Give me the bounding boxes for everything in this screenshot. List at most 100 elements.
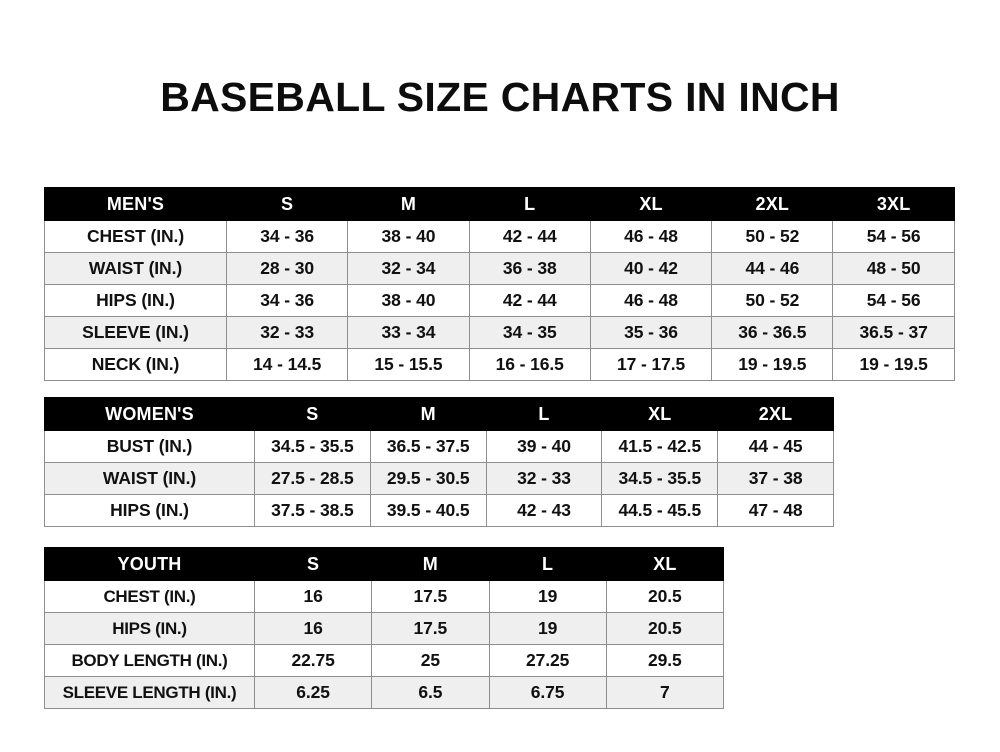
cell-value: 19 [488, 612, 607, 645]
row-label: WAIST (IN.) [44, 252, 227, 285]
table-row: BODY LENGTH (IN.) 22.75 25 27.25 29.5 [44, 644, 725, 677]
cell-value: 46 - 48 [589, 284, 713, 317]
row-label: CHEST (IN.) [44, 580, 255, 613]
cell-value: 16 [253, 580, 373, 613]
row-label: CHEST (IN.) [44, 220, 227, 253]
cell-value: 29.5 [605, 644, 725, 677]
cell-value: 40 - 42 [589, 252, 713, 285]
cell-value: 20.5 [605, 580, 725, 613]
table-row: HIPS (IN.) 34 - 36 38 - 40 42 - 44 46 - … [44, 284, 955, 317]
table-row: BUST (IN.) 34.5 - 35.5 36.5 - 37.5 39 - … [44, 430, 834, 463]
cell-value: 38 - 40 [347, 220, 470, 253]
cell-value: 14 - 14.5 [225, 348, 349, 381]
cell-value: 25 [371, 644, 490, 677]
cell-value: 17 - 17.5 [589, 348, 713, 381]
mens-header-m: M [347, 187, 470, 221]
cell-value: 50 - 52 [711, 220, 834, 253]
cell-value: 17.5 [371, 612, 490, 645]
cell-value: 37 - 38 [717, 462, 834, 495]
youth-header-s: S [253, 547, 373, 581]
cell-value: 17.5 [371, 580, 490, 613]
row-label: BUST (IN.) [44, 430, 255, 463]
mens-table-body: CHEST (IN.) 34 - 36 38 - 40 42 - 44 46 -… [44, 220, 955, 381]
mens-size-table: MEN'S S M L XL 2XL 3XL CHEST (IN.) 34 - … [44, 187, 955, 381]
table-row: SLEEVE (IN.) 32 - 33 33 - 34 34 - 35 35 … [44, 316, 955, 349]
row-label: BODY LENGTH (IN.) [44, 644, 255, 677]
youth-table-header: YOUTH S M L XL [44, 547, 725, 581]
cell-value: 47 - 48 [717, 494, 834, 527]
cell-value: 32 - 34 [347, 252, 470, 285]
cell-value: 44 - 46 [711, 252, 834, 285]
mens-header-xl: XL [589, 187, 713, 221]
cell-value: 34 - 36 [225, 284, 349, 317]
mens-table-header: MEN'S S M L XL 2XL 3XL [44, 187, 955, 221]
mens-header-category: MEN'S [44, 187, 227, 221]
cell-value: 36 - 36.5 [711, 316, 834, 349]
womens-header-m: M [369, 397, 487, 431]
cell-value: 34 - 35 [468, 316, 591, 349]
cell-value: 33 - 34 [347, 316, 470, 349]
row-label: WAIST (IN.) [44, 462, 255, 495]
row-label: SLEEVE (IN.) [44, 316, 227, 349]
cell-value: 42 - 44 [468, 220, 591, 253]
cell-value: 37.5 - 38.5 [254, 494, 371, 527]
table-header-row: YOUTH S M L XL [44, 547, 725, 581]
table-row: CHEST (IN.) 16 17.5 19 20.5 [44, 580, 725, 613]
mens-header-3xl: 3XL [832, 187, 955, 221]
cell-value: 39 - 40 [485, 430, 603, 463]
mens-header-2xl: 2XL [711, 187, 834, 221]
youth-header-xl: XL [605, 547, 725, 581]
cell-value: 7 [605, 676, 725, 709]
cell-value: 19 [488, 580, 607, 613]
cell-value: 35 - 36 [589, 316, 713, 349]
table-header-row: MEN'S S M L XL 2XL 3XL [44, 187, 955, 221]
table-row: WAIST (IN.) 28 - 30 32 - 34 36 - 38 40 -… [44, 252, 955, 285]
cell-value: 36.5 - 37.5 [369, 430, 487, 463]
table-row: SLEEVE LENGTH (IN.) 6.25 6.5 6.75 7 [44, 676, 725, 709]
cell-value: 44.5 - 45.5 [601, 494, 719, 527]
cell-value: 36.5 - 37 [832, 316, 955, 349]
row-label: HIPS (IN.) [44, 612, 255, 645]
cell-value: 20.5 [605, 612, 725, 645]
cell-value: 54 - 56 [832, 284, 955, 317]
cell-value: 36 - 38 [468, 252, 591, 285]
womens-header-2xl: 2XL [717, 397, 834, 431]
cell-value: 48 - 50 [832, 252, 955, 285]
womens-header-xl: XL [601, 397, 719, 431]
cell-value: 46 - 48 [589, 220, 713, 253]
cell-value: 27.25 [488, 644, 607, 677]
cell-value: 22.75 [253, 644, 373, 677]
cell-value: 34 - 36 [225, 220, 349, 253]
cell-value: 28 - 30 [225, 252, 349, 285]
table-header-row: WOMEN'S S M L XL 2XL [44, 397, 834, 431]
cell-value: 6.25 [253, 676, 373, 709]
youth-header-m: M [371, 547, 490, 581]
cell-value: 6.75 [488, 676, 607, 709]
cell-value: 16 - 16.5 [468, 348, 591, 381]
womens-table-header: WOMEN'S S M L XL 2XL [44, 397, 834, 431]
cell-value: 44 - 45 [717, 430, 834, 463]
table-row: WAIST (IN.) 27.5 - 28.5 29.5 - 30.5 32 -… [44, 462, 834, 495]
cell-value: 19 - 19.5 [711, 348, 834, 381]
mens-header-l: L [468, 187, 591, 221]
cell-value: 32 - 33 [485, 462, 603, 495]
cell-value: 6.5 [371, 676, 490, 709]
cell-value: 15 - 15.5 [347, 348, 470, 381]
cell-value: 42 - 43 [485, 494, 603, 527]
cell-value: 32 - 33 [225, 316, 349, 349]
youth-header-l: L [488, 547, 607, 581]
cell-value: 27.5 - 28.5 [254, 462, 371, 495]
table-row: CHEST (IN.) 34 - 36 38 - 40 42 - 44 46 -… [44, 220, 955, 253]
cell-value: 16 [253, 612, 373, 645]
womens-size-table: WOMEN'S S M L XL 2XL BUST (IN.) 34.5 - 3… [44, 397, 834, 527]
cell-value: 50 - 52 [711, 284, 834, 317]
womens-header-l: L [485, 397, 603, 431]
row-label: SLEEVE LENGTH (IN.) [44, 676, 255, 709]
youth-table-body: CHEST (IN.) 16 17.5 19 20.5 HIPS (IN.) 1… [44, 580, 725, 709]
cell-value: 34.5 - 35.5 [601, 462, 719, 495]
table-row: HIPS (IN.) 37.5 - 38.5 39.5 - 40.5 42 - … [44, 494, 834, 527]
youth-size-table: YOUTH S M L XL CHEST (IN.) 16 17.5 19 20… [44, 547, 725, 709]
page-title: BASEBALL SIZE CHARTS IN INCH [160, 74, 840, 120]
cell-value: 39.5 - 40.5 [369, 494, 487, 527]
mens-header-s: S [225, 187, 349, 221]
